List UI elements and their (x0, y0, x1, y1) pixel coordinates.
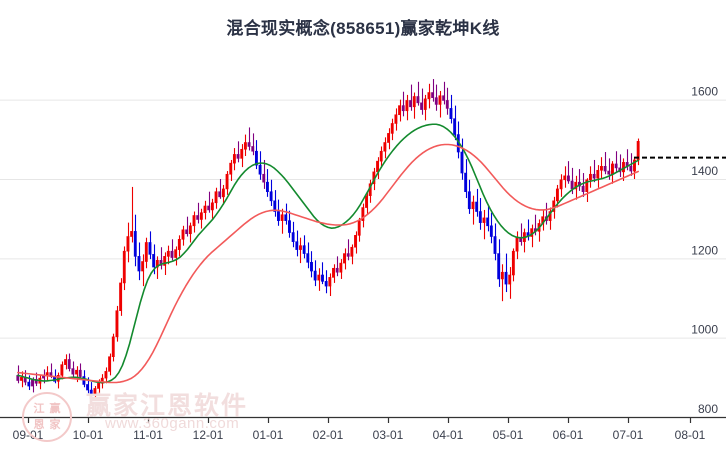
moving-average-lines (16, 123, 640, 384)
x-tick-label: 01-01 (253, 428, 284, 442)
x-axis-labels: 09-01 10-01 11-01 12-01 01-01 02-01 03-01 04-01… (13, 428, 706, 442)
y-tick-label: 1000 (691, 323, 718, 337)
x-tick-label: 03-01 (373, 428, 404, 442)
x-tick-label: 04-01 (433, 428, 464, 442)
x-tick-label: 02-01 (313, 428, 344, 442)
x-tick-label: 10-01 (73, 428, 104, 442)
y-tick-label: 1200 (691, 243, 718, 257)
x-tick-label: 09-01 (13, 428, 44, 442)
axes (0, 416, 726, 423)
y-tick-label: 800 (698, 402, 718, 416)
page-title: 混合现实概念(858651)赢家乾坤K线 (226, 19, 500, 38)
x-tick-label: 11-01 (133, 428, 163, 442)
x-tick-label: 07-01 (613, 428, 644, 442)
y-axis-labels: 800 1000 1200 1400 1600 (691, 85, 718, 416)
candlestick-series (16, 79, 640, 401)
x-tick-label: 08-01 (675, 428, 706, 442)
x-tick-label: 12-01 (193, 428, 224, 442)
y-tick-label: 1400 (691, 164, 718, 178)
x-tick-label: 06-01 (553, 428, 584, 442)
y-tick-label: 1600 (691, 85, 718, 99)
x-tick-label: 05-01 (493, 428, 524, 442)
